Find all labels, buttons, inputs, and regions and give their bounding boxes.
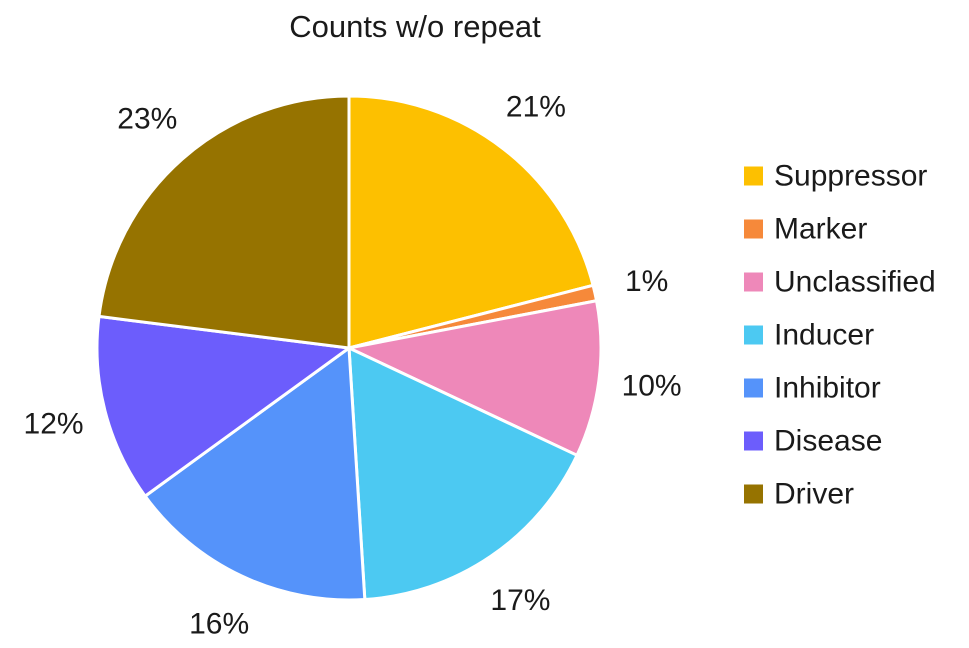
legend-item-disease: Disease xyxy=(744,425,882,458)
legend-label-unclassified: Unclassified xyxy=(774,266,936,299)
legend-swatch-inducer xyxy=(744,325,763,345)
percent-label-inducer: 17% xyxy=(490,584,550,617)
pie-percent-labels: 21% 1% 10% 17% 16% 12% 23% xyxy=(24,91,682,641)
pie-slice-suppressor xyxy=(347,94,595,350)
legend-label-inducer: Inducer xyxy=(774,319,874,352)
legend-swatch-suppressor xyxy=(744,166,763,186)
pie-slice-unclassified xyxy=(347,299,603,457)
legend-label-driver: Driver xyxy=(774,478,854,511)
legend-item-marker: Marker xyxy=(744,213,867,246)
percent-label-unclassified: 10% xyxy=(622,370,682,403)
legend-swatch-unclassified xyxy=(744,272,763,292)
percent-label-disease: 12% xyxy=(24,407,84,440)
legend-swatch-driver xyxy=(744,484,763,504)
legend-item-unclassified: Unclassified xyxy=(744,266,936,299)
legend-label-suppressor: Suppressor xyxy=(774,160,927,193)
legend-label-disease: Disease xyxy=(774,425,882,458)
legend-item-suppressor: Suppressor xyxy=(744,160,927,193)
percent-label-driver: 23% xyxy=(117,103,177,136)
legend-swatch-marker xyxy=(744,219,763,239)
chart-title: Counts w/o repeat xyxy=(289,9,541,44)
legend-item-driver: Driver xyxy=(744,478,854,511)
legend: Suppressor Marker Unclassified Inducer Inhib… xyxy=(744,160,936,511)
percent-label-marker: 1% xyxy=(625,265,668,298)
percent-label-inhibitor: 16% xyxy=(189,607,249,640)
pie-slice-disease xyxy=(95,314,351,498)
pie-slice-inhibitor xyxy=(143,346,367,602)
pie-slices xyxy=(95,94,603,602)
legend-item-inducer: Inducer xyxy=(744,319,874,352)
legend-swatch-disease xyxy=(744,431,763,451)
legend-label-marker: Marker xyxy=(774,213,867,246)
legend-label-inhibitor: Inhibitor xyxy=(774,372,881,405)
pie-slice-driver xyxy=(97,94,351,350)
pie-slice-inducer xyxy=(347,346,579,602)
percent-label-suppressor: 21% xyxy=(506,91,566,124)
legend-swatch-inhibitor xyxy=(744,378,763,398)
legend-item-inhibitor: Inhibitor xyxy=(744,372,881,405)
